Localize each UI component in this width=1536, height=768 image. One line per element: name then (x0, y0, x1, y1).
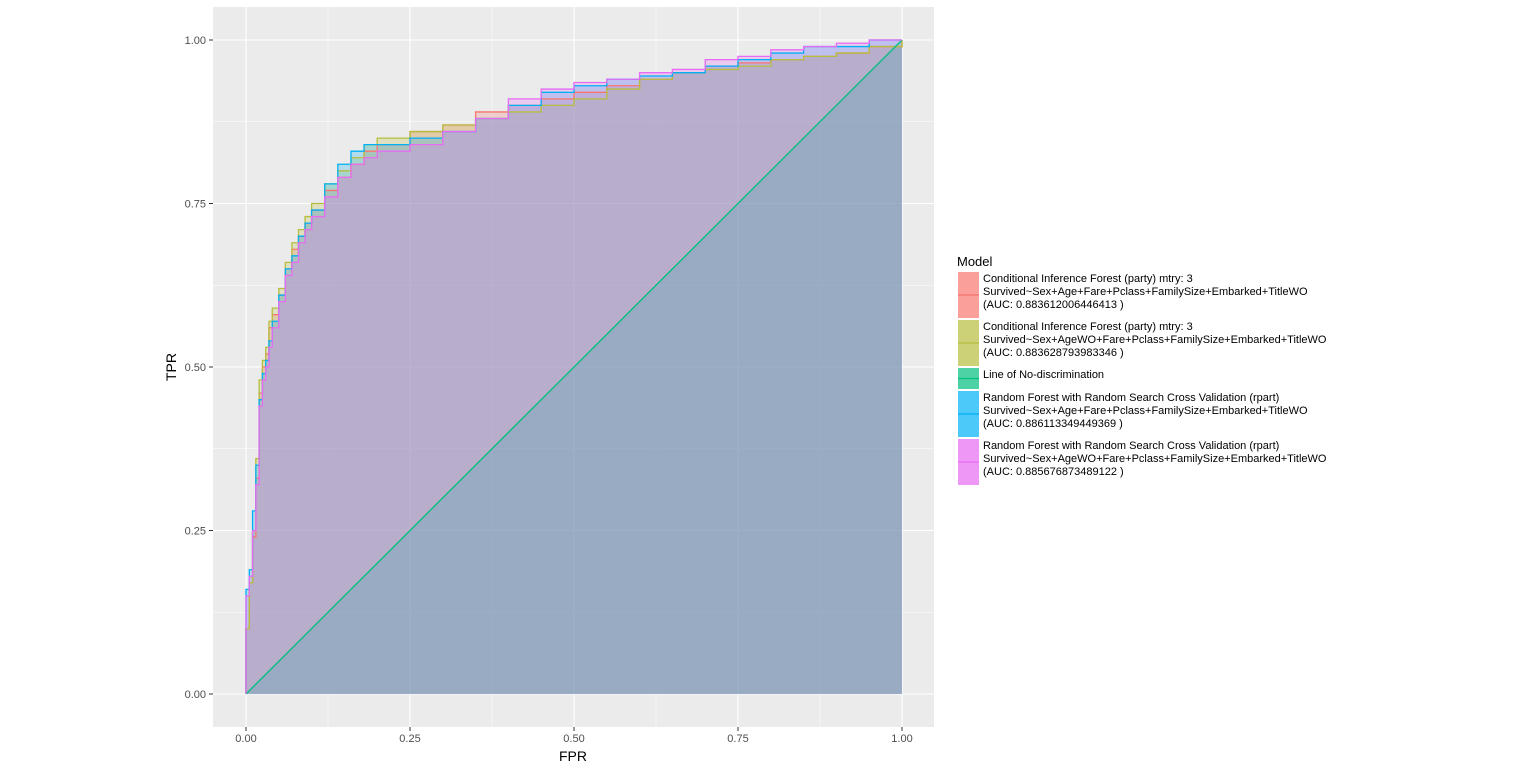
y-tick-label: 1.00 (185, 35, 206, 47)
legend-key-2 (958, 320, 979, 366)
y-tick-label: 0.25 (185, 526, 206, 538)
x-tick-label: 0.75 (727, 733, 748, 745)
legend-label-4: Survived~Sex+Age+Fare+Pclass+FamilySize+… (983, 405, 1308, 417)
legend-key-3 (958, 368, 979, 389)
legend-key-1 (958, 272, 979, 318)
y-axis-title: TPR (163, 353, 179, 381)
legend-title: Model (957, 254, 993, 269)
legend-label-5: Random Forest with Random Search Cross V… (983, 440, 1279, 452)
legend-label-2: Conditional Inference Forest (party) mtr… (983, 321, 1193, 333)
x-tick-label: 0.00 (235, 733, 256, 745)
y-tick-label: 0.50 (185, 362, 206, 374)
x-tick-label: 0.50 (563, 733, 584, 745)
x-tick-label: 1.00 (891, 733, 912, 745)
legend-label-4: (AUC: 0.886113349449369 ) (983, 418, 1123, 430)
x-tick-label: 0.25 (399, 733, 420, 745)
legend-label-4: Random Forest with Random Search Cross V… (983, 392, 1279, 404)
axis-ticks: 0.00 0.25 0.50 0.75 1.00 0.00 0.25 0.50 0.75 1.00 (185, 35, 913, 745)
legend-label-1: Survived~Sex+Age+Fare+Pclass+FamilySize+… (983, 286, 1308, 298)
legend-label-1: (AUC: 0.883612006446413 ) (983, 299, 1124, 311)
legend-label-3: Line of No-discrimination (983, 369, 1104, 381)
y-tick-label: 0.75 (185, 199, 206, 211)
legend-label-2: (AUC: 0.883628793983346 ) (983, 347, 1124, 359)
legend-label-2: Survived~Sex+AgeWO+Fare+Pclass+FamilySiz… (983, 334, 1327, 346)
legend-label-5: Survived~Sex+AgeWO+Fare+Pclass+FamilySiz… (983, 453, 1327, 465)
legend-label-1: Conditional Inference Forest (party) mtr… (983, 273, 1193, 285)
series-lines (245, 39, 903, 695)
legend-key-5 (958, 439, 979, 485)
series-line-5 (245, 39, 902, 694)
legend: Model Conditional Inference Forest (part… (957, 254, 1327, 485)
series-line-3 (245, 39, 903, 695)
legend-label-5: (AUC: 0.885676873489122 ) (983, 466, 1124, 478)
legend-key-4 (958, 391, 979, 437)
y-tick-label: 0.00 (185, 689, 206, 701)
x-axis-title: FPR (559, 748, 587, 764)
